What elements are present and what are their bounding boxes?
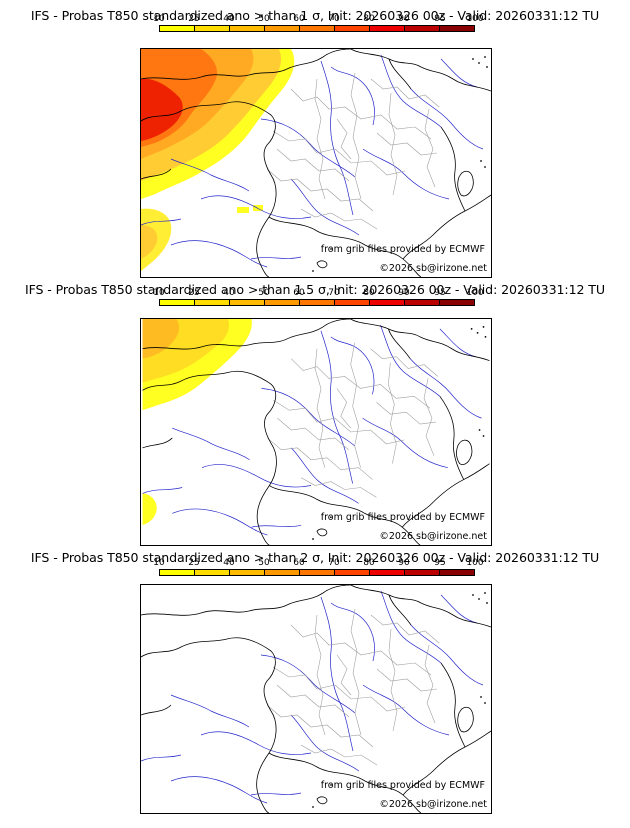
legend-label: 50 — [258, 288, 270, 298]
legend-swatch — [405, 570, 440, 575]
legend-label: 80 — [363, 288, 375, 298]
legend-label: 70 — [328, 288, 340, 298]
legend-swatch — [440, 26, 474, 31]
forecast-map: from grib files provided by ECMWF ©2026 … — [140, 318, 492, 546]
legend-labels: 10 25 40 50 60 70 80 90 95 100 — [153, 558, 483, 569]
legend-swatch — [160, 300, 195, 305]
legend-swatch — [195, 300, 230, 305]
probability-shading — [141, 49, 295, 271]
legend-label: 90 — [398, 558, 410, 568]
legend-swatch — [440, 300, 474, 305]
copyright: ©2026 sb@irizone.net — [379, 263, 487, 274]
source-credit: from grib files provided by ECMWF — [320, 780, 485, 791]
legend-label: 40 — [223, 558, 235, 568]
legend-label: 80 — [363, 558, 375, 568]
probability-shading — [142, 319, 252, 526]
panel-2sigma: IFS - Probas T850 standardized ano > tha… — [0, 546, 630, 828]
legend-label: 10 — [153, 558, 165, 568]
legend-swatch — [265, 570, 300, 575]
legend-label: 50 — [258, 558, 270, 568]
legend-swatch — [300, 300, 335, 305]
legend-swatch — [335, 570, 370, 575]
legend-swatch — [370, 300, 405, 305]
legend-swatch — [230, 26, 265, 31]
legend-label: 10 — [153, 288, 165, 298]
source-credit: from grib files provided by ECMWF — [320, 512, 485, 523]
legend-swatch — [160, 570, 195, 575]
source-credit: from grib files provided by ECMWF — [320, 244, 485, 255]
map-canvas — [141, 585, 491, 813]
map-canvas — [141, 49, 491, 277]
legend-label: 90 — [398, 14, 410, 24]
probability-legend: 10 25 40 50 60 70 80 90 95 100 — [153, 558, 484, 582]
legend-label: 95 — [434, 288, 446, 298]
legend-color-bar — [159, 299, 475, 306]
panel-1sigma: IFS - Probas T850 standardized ano > tha… — [0, 0, 630, 278]
probability-legend: 10 25 40 50 60 70 80 90 95 100 — [153, 14, 484, 38]
forecast-map: from grib files provided by ECMWF ©2026 … — [140, 584, 492, 814]
legend-color-bar — [159, 569, 475, 576]
forecast-map: from grib files provided by ECMWF ©2026 … — [140, 48, 492, 278]
legend-label: 70 — [328, 558, 340, 568]
legend-label: 25 — [188, 14, 200, 24]
legend-label: 70 — [328, 14, 340, 24]
legend-label: 10 — [153, 14, 165, 24]
legend-label: 25 — [188, 558, 200, 568]
legend-label: 60 — [293, 288, 305, 298]
legend-swatch — [370, 26, 405, 31]
copyright: ©2026 sb@irizone.net — [379, 531, 487, 542]
legend-swatch — [335, 300, 370, 305]
legend-swatch — [405, 26, 440, 31]
legend-swatch — [405, 300, 440, 305]
legend-label: 100 — [466, 14, 484, 24]
legend-label: 25 — [188, 288, 200, 298]
panel-title: IFS - Probas T850 standardized ano > tha… — [30, 550, 600, 565]
legend-label: 100 — [466, 558, 484, 568]
legend-label: 80 — [363, 14, 375, 24]
panel-title: IFS - Probas T850 standardized ano > tha… — [30, 8, 600, 23]
probability-legend: 10 25 40 50 60 70 80 90 95 100 — [153, 288, 484, 312]
legend-labels: 10 25 40 50 60 70 80 90 95 100 — [153, 14, 483, 25]
panel-1-5sigma: IFS - Probas T850 standardized ano > tha… — [0, 274, 630, 546]
map-canvas — [142, 319, 490, 545]
legend-color-bar — [159, 25, 475, 32]
legend-swatch — [300, 26, 335, 31]
legend-label: 100 — [466, 288, 484, 298]
legend-swatch — [300, 570, 335, 575]
legend-swatch — [195, 570, 230, 575]
legend-swatch — [195, 26, 230, 31]
legend-swatch — [230, 300, 265, 305]
legend-swatch — [370, 570, 405, 575]
legend-swatch — [160, 26, 195, 31]
legend-swatch — [440, 570, 474, 575]
legend-label: 60 — [293, 14, 305, 24]
legend-labels: 10 25 40 50 60 70 80 90 95 100 — [153, 288, 483, 299]
copyright: ©2026 sb@irizone.net — [379, 799, 487, 810]
legend-label: 40 — [223, 14, 235, 24]
legend-label: 95 — [434, 558, 446, 568]
legend-swatch — [265, 26, 300, 31]
legend-swatch — [230, 570, 265, 575]
legend-label: 50 — [258, 14, 270, 24]
legend-swatch — [265, 300, 300, 305]
legend-swatch — [335, 26, 370, 31]
legend-label: 60 — [293, 558, 305, 568]
legend-label: 95 — [434, 14, 446, 24]
panel-title: IFS - Probas T850 standardized ano > tha… — [24, 282, 606, 297]
legend-label: 90 — [398, 288, 410, 298]
legend-label: 40 — [223, 288, 235, 298]
